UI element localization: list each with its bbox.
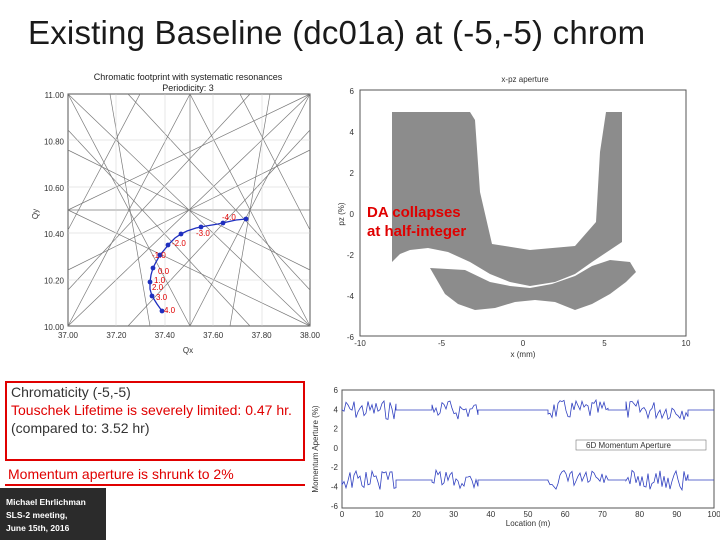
footprint-title-2: Periodicity: 3 [162, 83, 214, 93]
slide-title: Existing Baseline (dc01a) at (-5,-5) chr… [28, 14, 646, 51]
aperture-plot: x-pz aperture -10 -5 0 5 10 6 4 2 0 -2 -4 -6 x (mm… [337, 75, 691, 359]
momentum-underline [5, 484, 305, 486]
aperture-ytick: 4 [350, 128, 355, 137]
chrom-point [178, 231, 184, 237]
credit-date: June 15th, 2016 [6, 523, 70, 533]
da-collapse-note: DA collapses at half-integer [367, 203, 466, 241]
aperture-xtick: -5 [438, 339, 446, 348]
comparison-line: (compared to: 3.52 hr) [11, 420, 150, 436]
chrom-label: 1.0 [154, 276, 166, 285]
momentum-ytick: 0 [334, 444, 339, 453]
aperture-ylabel: pz (%) [337, 202, 346, 225]
momentum-ylabel: Momentum Aperture (%) [311, 405, 320, 492]
chrom-label: 2.0 [152, 283, 164, 292]
footprint-xtick: 37.80 [252, 331, 273, 340]
chrom-label: -4.0 [222, 213, 236, 222]
momentum-xtick: 80 [635, 510, 644, 519]
chrom-label: -1.0 [152, 251, 166, 260]
aperture-ytick: 6 [350, 87, 355, 96]
momentum-xlabel: Location (m) [506, 519, 551, 528]
footprint-xlabel: Qx [183, 346, 193, 355]
momentum-ytick: -4 [331, 483, 339, 492]
footprint-title-1: Chromatic footprint with systematic reso… [93, 72, 283, 82]
momentum-xtick: 10 [375, 510, 384, 519]
aperture-lower-region [430, 260, 636, 310]
aperture-region [392, 112, 622, 286]
da-note-line-1: DA collapses [367, 204, 461, 221]
presenter-credit: Michael Ehrlichman SLS-2 meeting, June 1… [0, 488, 106, 540]
chrom-point [159, 308, 165, 314]
momentum-xtick: 100 [707, 510, 720, 519]
footprint-ytick: 11.00 [45, 91, 65, 100]
chrom-point [243, 216, 249, 222]
aperture-ytick: -6 [347, 333, 355, 342]
chrom-point [147, 279, 153, 285]
aperture-title: x-pz aperture [501, 75, 549, 84]
aperture-ytick: 0 [350, 210, 355, 219]
footprint-plot: 37.00 37.20 37.40 37.60 37.80 38.00 10.00 10.2… [31, 91, 321, 355]
chrom-point [220, 220, 226, 226]
chrom-label: -2.0 [172, 239, 186, 248]
aperture-xtick: -10 [354, 339, 366, 348]
momentum-xtick: 90 [672, 510, 681, 519]
footprint-ytick: 10.80 [44, 137, 65, 146]
footprint-xtick: 38.00 [300, 331, 321, 340]
chrom-point [149, 293, 155, 299]
momentum-xtick: 30 [449, 510, 458, 519]
footprint-ylabel: Qy [31, 209, 40, 219]
footprint-xtick: 37.00 [58, 331, 79, 340]
credit-name: Michael Ehrlichman [6, 497, 86, 507]
chrom-label: 3.0 [156, 293, 168, 302]
chrom-label: 4.0 [164, 306, 176, 315]
aperture-ytick: 2 [350, 169, 355, 178]
footprint-xtick: 37.20 [106, 331, 127, 340]
momentum-ytick: 6 [334, 386, 339, 395]
aperture-xtick: 5 [602, 339, 607, 348]
chrom-point [157, 252, 163, 258]
footprint-ytick: 10.00 [44, 323, 65, 332]
momentum-plot: 6D Momentum Aperture 0 10 20 30 40 50 60 70 80 90… [311, 386, 720, 528]
momentum-ytick: -6 [331, 502, 339, 511]
chrom-label: 0.0 [158, 267, 170, 276]
resonance-lines [67, 93, 311, 327]
chrom-point [198, 224, 204, 230]
momentum-xtick: 40 [486, 510, 495, 519]
momentum-upper-curve [341, 398, 714, 421]
aperture-xtick: 10 [682, 339, 691, 348]
footprint-ytick: 10.20 [44, 277, 65, 286]
chromaticity-line: Chromaticity (-5,-5) [11, 384, 131, 400]
footprint-ytick: 10.40 [44, 230, 65, 239]
momentum-lower-curve [341, 468, 714, 492]
da-note-line-2: at half-integer [367, 223, 467, 240]
momentum-xtick: 50 [524, 510, 533, 519]
footprint-xtick: 37.60 [203, 331, 224, 340]
aperture-ytick: -4 [347, 292, 355, 301]
aperture-white-cutout [480, 112, 598, 248]
momentum-xtick: 70 [598, 510, 607, 519]
momentum-xtick: 60 [561, 510, 570, 519]
aperture-ytick: -2 [347, 251, 355, 260]
chromaticity-info-box: Chromaticity (-5,-5) Touschek Lifetime i… [5, 381, 305, 461]
aperture-xtick: 0 [521, 339, 526, 348]
momentum-ytick: -2 [331, 463, 339, 472]
momentum-legend-box [575, 439, 707, 451]
grid-lines [68, 94, 310, 326]
footprint-ytick: 10.60 [44, 184, 65, 193]
footprint-xtick: 37.40 [155, 331, 176, 340]
momentum-aperture-note: Momentum aperture is shrunk to 2% [8, 466, 234, 482]
momentum-xtick: 20 [412, 510, 421, 519]
chrom-point [165, 242, 171, 248]
touschek-line: Touschek Lifetime is severely limited: 0… [11, 402, 292, 418]
momentum-legend: 6D Momentum Aperture [586, 441, 671, 450]
credit-meeting: SLS-2 meeting, [6, 510, 68, 520]
aperture-xlabel: x (mm) [511, 350, 536, 359]
momentum-ytick: 2 [334, 425, 339, 434]
momentum-ytick: 4 [334, 405, 339, 414]
momentum-xtick: 0 [340, 510, 345, 519]
chrom-label: -3.0 [196, 229, 210, 238]
chrom-point [150, 265, 156, 271]
